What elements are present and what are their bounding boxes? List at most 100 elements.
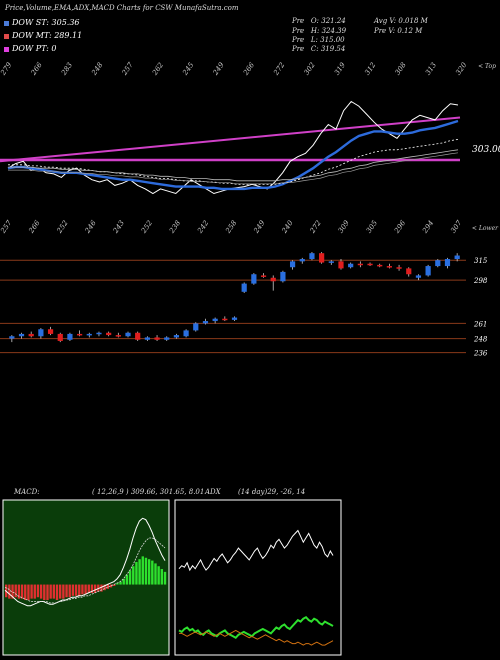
candle-body [86,333,92,336]
macd-histogram-bar [147,559,151,585]
stat-open: Pre O: 321.24 [292,17,346,25]
macd-histogram-bar [36,584,40,598]
macd-histogram-bar [157,566,160,585]
candle-body [173,335,180,338]
macd-histogram-bar [87,584,90,593]
ema-series-ema-mid [8,139,459,185]
macd-histogram-bar [119,581,122,585]
legend-swatch [4,33,9,39]
macd-histogram-bar [90,584,94,593]
legend-swatch [4,20,9,26]
macd-histogram-bar [49,584,52,599]
macd-histogram-bar [141,556,144,585]
legend-dow-st: DOW ST: 305.36 [4,18,80,27]
macd-histogram-bar [125,574,129,585]
price-top-label: 252 [55,219,70,236]
candle-body [57,333,63,341]
price-top-label: 252 [139,219,154,236]
price-level-label: 236 [473,350,488,358]
price-top-label: 296 [392,219,407,236]
candle-body [9,336,15,339]
legend-dow-mt: DOW MT: 289.11 [4,31,82,40]
macd-histogram-bar [144,557,148,585]
ema-top-label: 283 [59,61,74,78]
candle-body [28,333,34,337]
candle-body [18,333,25,337]
macd-histogram-bar [78,584,81,596]
candle-body [251,274,257,284]
ema-top-label: 308 [394,61,409,77]
macd-line [4,517,166,607]
ema-top-label: 312 [363,61,378,77]
price-level-label: 261 [473,320,487,328]
candle-body [47,329,54,334]
macd-histogram-bar [93,584,97,593]
candle-body [357,263,363,266]
price-level-label: 315 [474,257,488,265]
price-top-label: 249 [252,219,267,236]
price-top-label: 242 [196,219,211,236]
candle-body [454,255,460,260]
macd-histogram-bar [33,584,36,599]
macd-histogram-bar [24,584,27,601]
macd-histogram-bar [27,584,30,601]
macd-histogram-bar [74,584,78,596]
macd-histogram-bar [8,584,11,599]
macd-histogram-bar [81,584,84,595]
candle-body [96,332,102,335]
ema-series-price [7,100,459,195]
candle-body [289,261,296,268]
candle-body [222,318,228,321]
candle-body [38,329,44,337]
macd-histogram-bar [84,584,87,595]
candle-body [396,267,402,269]
candle-body [406,268,412,275]
legend-swatch [4,46,9,52]
candle-body [377,264,383,267]
price-top-label: 309 [337,219,352,235]
macd-histogram-bar [71,584,75,596]
candle-body [425,266,431,276]
ema-top-label: 245 [181,61,196,78]
ema-top-label: 272 [272,61,287,78]
price-top-label: 266 [27,219,42,236]
macd-histogram-bar [113,584,116,586]
macd-histogram-bar [46,584,49,601]
stat-low: Pre L: 315.00 [292,36,345,44]
macd-histogram-bar [43,584,46,601]
stat-close: Pre C: 319.54 [292,45,346,53]
ema-top-label: 248 [90,61,105,78]
candle-body [77,333,83,336]
macd-histogram-bar [17,584,21,599]
candle-body [144,337,150,340]
price-top-label: 257 [0,219,14,236]
ema-top-label: 266 [29,61,44,78]
candle-body [115,335,121,337]
price-top-label: 305 [365,219,380,235]
candle-body [270,277,276,282]
ema-top-label: 320 [454,61,469,77]
price-level-label: 298 [473,277,488,285]
candle-body [212,318,218,322]
candle-body [125,332,131,337]
candle-body [280,271,286,282]
ema-series-ema-short [7,119,459,191]
candle-body [135,332,141,340]
macd-title: MACD: [14,488,40,496]
ema-series-ema-long-2 [8,152,459,185]
candle-body [260,275,267,277]
legend-dow-pt: DOW PT: 0 [4,44,57,53]
candle-body [193,323,199,331]
macd-histogram-bar [11,584,14,599]
stat-high: Pre H: 324.39 [292,27,347,35]
macd-histogram-bar [138,559,141,585]
macd-histogram-bar [135,562,138,585]
macd-histogram-bar [132,566,135,585]
candle-body [444,259,451,267]
macd-histogram-bar [14,584,17,598]
ema-top-label: 319 [333,61,348,77]
price-top-label: 272 [308,219,323,236]
ema-top-label: 279 [0,61,14,78]
candle-body [231,317,238,320]
candle-body [328,261,334,263]
